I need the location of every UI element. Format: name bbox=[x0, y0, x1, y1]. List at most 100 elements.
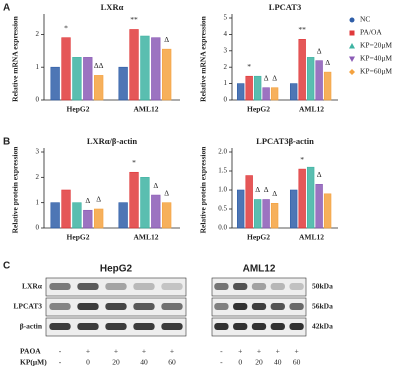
bar bbox=[140, 177, 150, 229]
panel-label: A bbox=[3, 3, 10, 14]
treatment-value: 0 bbox=[238, 358, 242, 367]
bar bbox=[237, 83, 245, 101]
blot-band bbox=[251, 303, 267, 310]
significance-mark: Δ bbox=[255, 185, 260, 194]
bar bbox=[253, 75, 262, 101]
bar bbox=[289, 189, 298, 229]
chart-title: LXRα bbox=[101, 2, 124, 12]
blot-band bbox=[251, 323, 267, 330]
y-tick-label: 3 bbox=[36, 148, 40, 156]
bar bbox=[315, 184, 323, 229]
blot-band bbox=[77, 303, 99, 310]
treatment-value: + bbox=[86, 347, 90, 356]
y-tick-label: 2 bbox=[224, 63, 228, 71]
legend-label: NC bbox=[360, 15, 370, 24]
y-tick-label: 5 bbox=[224, 14, 228, 22]
x-tick-label: AML12 bbox=[299, 233, 324, 242]
bar bbox=[151, 194, 161, 229]
legend-marker bbox=[349, 30, 355, 36]
bar bbox=[140, 35, 150, 101]
significance-mark: Δ bbox=[272, 189, 277, 198]
bar bbox=[118, 66, 128, 101]
treatment-value: 0 bbox=[86, 358, 90, 367]
significance-mark: ** bbox=[130, 15, 138, 24]
bar bbox=[315, 60, 323, 101]
bar bbox=[151, 37, 161, 101]
y-tick-label: 3 bbox=[224, 46, 228, 54]
chart-title: LPCAT3β-actin bbox=[256, 136, 314, 146]
blot-size-label: 42kDa bbox=[312, 322, 333, 331]
treatment-label: PAOA bbox=[20, 347, 41, 356]
treatment-value: + bbox=[170, 347, 174, 356]
legend-label: PA/OA bbox=[360, 28, 382, 37]
blot-band bbox=[161, 323, 183, 330]
bar bbox=[306, 166, 315, 229]
treatment-value: - bbox=[59, 347, 62, 356]
treatment-value: - bbox=[220, 358, 223, 367]
x-tick-label: AML12 bbox=[134, 105, 159, 114]
significance-mark: * bbox=[247, 62, 251, 71]
blot-band bbox=[233, 323, 248, 330]
blot-strip bbox=[45, 277, 187, 297]
bar bbox=[253, 199, 262, 229]
treatment-value: + bbox=[238, 347, 242, 356]
y-tick-label: 2 bbox=[36, 173, 40, 181]
blot-band bbox=[161, 283, 183, 290]
blot-title: HepG2 bbox=[100, 264, 133, 275]
blot-row-label: LPCAT3 bbox=[13, 302, 42, 311]
legend-marker bbox=[349, 43, 355, 49]
blot-band bbox=[270, 323, 285, 330]
significance-mark: Δ bbox=[164, 35, 169, 44]
significance-mark: Δ bbox=[317, 46, 322, 55]
blot-band bbox=[49, 283, 71, 290]
bar bbox=[323, 71, 332, 101]
chart-title: LXRα/β-actin bbox=[87, 136, 138, 146]
blot-strip bbox=[211, 277, 307, 297]
legend-marker bbox=[349, 56, 355, 62]
x-tick-label: HepG2 bbox=[67, 233, 90, 242]
y-axis-label: Relative protein expression bbox=[199, 146, 208, 234]
bar bbox=[83, 209, 93, 229]
significance-mark: Δ bbox=[272, 73, 277, 82]
y-tick-label: 1 bbox=[36, 198, 40, 206]
blot-band bbox=[233, 283, 248, 290]
bar bbox=[245, 175, 253, 229]
legend-label: KP=60μM bbox=[360, 67, 392, 76]
bar bbox=[72, 57, 82, 101]
y-tick-label: 2 bbox=[36, 30, 40, 38]
significance-mark: Δ bbox=[325, 58, 330, 67]
bar bbox=[270, 203, 279, 229]
treatment-value: 20 bbox=[255, 358, 263, 367]
significance-mark: Δ bbox=[317, 170, 322, 179]
bar bbox=[61, 37, 71, 101]
treatment-value: - bbox=[220, 347, 223, 356]
treatment-value: + bbox=[276, 347, 280, 356]
legend-label: KP=20μM bbox=[360, 41, 392, 50]
x-tick-label: AML12 bbox=[134, 233, 159, 242]
blot-band bbox=[105, 283, 127, 290]
x-tick-label: HepG2 bbox=[247, 233, 270, 242]
y-tick-label: 0.5 bbox=[218, 205, 227, 213]
legend-label: KP=40μM bbox=[360, 54, 392, 63]
blot-band bbox=[289, 283, 304, 290]
bar bbox=[162, 202, 172, 229]
blot-band bbox=[289, 323, 304, 330]
bar bbox=[270, 87, 279, 101]
treatment-value: + bbox=[142, 347, 146, 356]
bar bbox=[262, 87, 270, 101]
blot-band bbox=[233, 303, 248, 310]
treatment-value: 20 bbox=[112, 358, 120, 367]
blot-row-label: β-actin bbox=[20, 322, 43, 331]
blot-title: AML12 bbox=[243, 264, 276, 275]
bar bbox=[50, 66, 60, 101]
treatment-value: 40 bbox=[140, 358, 148, 367]
blot-size-label: 56kDa bbox=[312, 302, 333, 311]
blot-band bbox=[270, 283, 285, 290]
y-tick-label: 1 bbox=[36, 63, 40, 71]
blot-band bbox=[133, 283, 155, 290]
y-axis-label: Relative mRNA expression bbox=[199, 15, 208, 102]
y-tick-label: 0 bbox=[224, 96, 228, 104]
blot-band bbox=[214, 323, 229, 330]
bar bbox=[94, 75, 104, 101]
